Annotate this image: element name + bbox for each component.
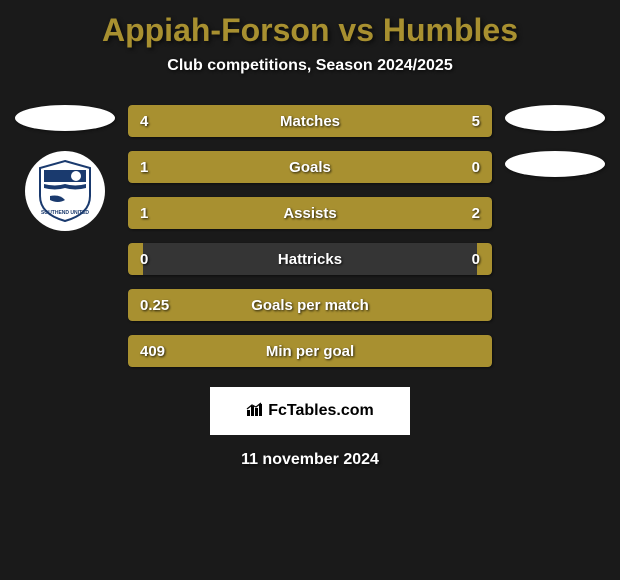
stat-label: Goals per match (128, 297, 492, 314)
subtitle: Club competitions, Season 2024/2025 (0, 57, 620, 75)
stat-row-hattricks: 0 Hattricks 0 (128, 243, 492, 275)
stat-row-goals-per-match: 0.25 Goals per match (128, 289, 492, 321)
stat-label: Min per goal (128, 343, 492, 360)
brand-badge[interactable]: FcTables.com (210, 387, 410, 435)
stat-value-right: 2 (472, 205, 480, 222)
stat-label: Assists (128, 205, 492, 222)
chart-icon (246, 402, 264, 421)
content-row: SOUTHEND UNITED 4 Matches 5 1 Goals 0 (0, 105, 620, 367)
club-logo-left: SOUTHEND UNITED (25, 151, 105, 231)
player-left-placeholder (15, 105, 115, 131)
svg-text:SOUTHEND UNITED: SOUTHEND UNITED (41, 210, 89, 216)
stat-label: Matches (128, 113, 492, 130)
shield-crest-icon: SOUTHEND UNITED (30, 156, 100, 226)
stat-value-right: 0 (472, 251, 480, 268)
page-title: Appiah-Forson vs Humbles (0, 12, 620, 49)
stat-row-assists: 1 Assists 2 (128, 197, 492, 229)
stat-row-goals: 1 Goals 0 (128, 151, 492, 183)
stat-value-right: 0 (472, 159, 480, 176)
player-left-column: SOUTHEND UNITED (10, 105, 120, 231)
stat-label: Goals (128, 159, 492, 176)
brand-label: FcTables.com (268, 402, 374, 420)
stat-label: Hattricks (128, 251, 492, 268)
player-right-placeholder (505, 105, 605, 131)
club-right-placeholder (505, 151, 605, 177)
player-right-column (500, 105, 610, 177)
stats-column: 4 Matches 5 1 Goals 0 1 Assists 2 (120, 105, 500, 367)
stat-row-matches: 4 Matches 5 (128, 105, 492, 137)
stat-row-min-per-goal: 409 Min per goal (128, 335, 492, 367)
stat-value-right: 5 (472, 113, 480, 130)
footer-date: 11 november 2024 (0, 451, 620, 469)
main-container: Appiah-Forson vs Humbles Club competitio… (0, 0, 620, 469)
